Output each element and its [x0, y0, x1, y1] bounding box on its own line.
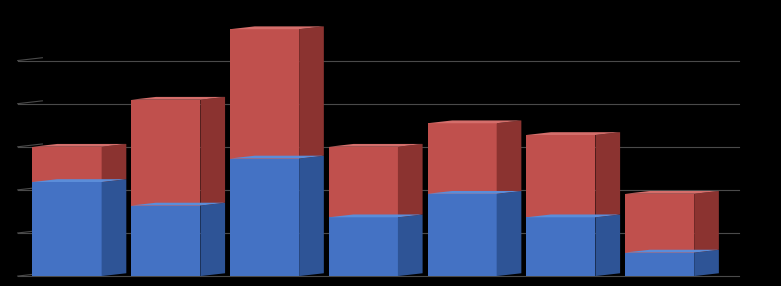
Polygon shape: [329, 217, 398, 276]
Polygon shape: [230, 156, 324, 158]
Polygon shape: [526, 217, 595, 276]
Polygon shape: [201, 97, 225, 206]
Polygon shape: [398, 144, 423, 217]
Polygon shape: [299, 156, 324, 276]
Polygon shape: [329, 214, 423, 217]
Polygon shape: [526, 214, 620, 217]
Polygon shape: [131, 100, 201, 206]
Polygon shape: [427, 191, 522, 194]
Polygon shape: [497, 120, 522, 194]
Polygon shape: [526, 135, 595, 217]
Polygon shape: [201, 203, 225, 276]
Polygon shape: [595, 214, 620, 276]
Polygon shape: [694, 250, 719, 276]
Polygon shape: [131, 97, 225, 100]
Polygon shape: [102, 179, 127, 276]
Polygon shape: [625, 194, 694, 253]
Polygon shape: [230, 29, 299, 158]
Polygon shape: [329, 144, 423, 147]
Polygon shape: [625, 253, 694, 276]
Polygon shape: [33, 182, 102, 276]
Polygon shape: [497, 191, 522, 276]
Polygon shape: [427, 194, 497, 276]
Polygon shape: [102, 144, 127, 182]
Polygon shape: [625, 250, 719, 253]
Polygon shape: [694, 191, 719, 253]
Polygon shape: [329, 147, 398, 217]
Polygon shape: [33, 144, 127, 147]
Polygon shape: [230, 26, 324, 29]
Polygon shape: [131, 203, 225, 206]
Polygon shape: [398, 214, 423, 276]
Polygon shape: [33, 179, 127, 182]
Polygon shape: [33, 147, 102, 182]
Polygon shape: [299, 26, 324, 158]
Polygon shape: [427, 123, 497, 194]
Polygon shape: [427, 120, 522, 123]
Polygon shape: [625, 191, 719, 194]
Polygon shape: [131, 206, 201, 276]
Polygon shape: [230, 158, 299, 276]
Polygon shape: [595, 132, 620, 217]
Polygon shape: [526, 132, 620, 135]
